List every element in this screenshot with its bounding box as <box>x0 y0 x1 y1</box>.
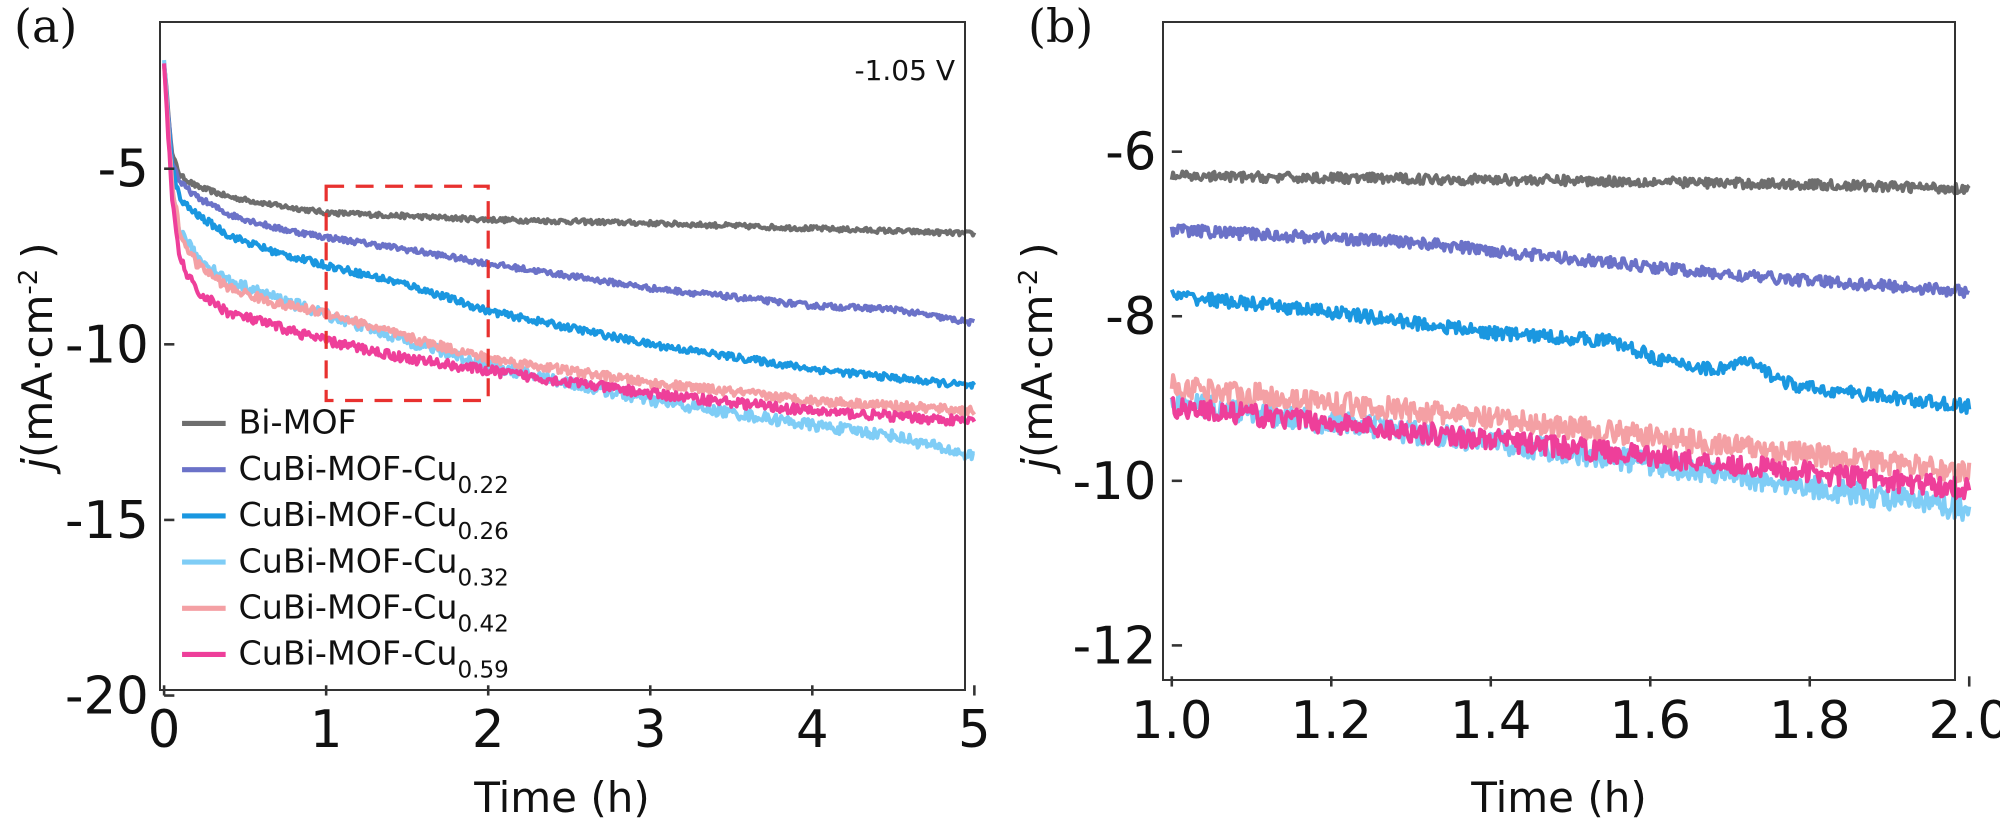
panel-a-frame <box>159 21 966 691</box>
panel-a-ticks: 0 1 2 3 4 5 -5 -10 -15 -20 <box>65 140 991 760</box>
legend-entry: CuBi-MOF-Cu0.26 <box>238 495 508 545</box>
panel-b-label: (b) <box>1028 0 1093 53</box>
panel-a-series-group <box>162 59 977 462</box>
zoom-region-box <box>324 184 490 403</box>
x-tick-label: 2 <box>472 700 505 760</box>
panel-b-x-axis-title: Time (h) <box>1470 773 1647 822</box>
panel-b-y-axis-title: j(mA·cm-2) <box>1013 242 1062 474</box>
panel-b: (b) 1.0 1.2 1.4 1.6 1.8 2.0 -6 -8 -10 -12 Time (h… <box>1013 0 2000 822</box>
x-tick-label: 0 <box>148 700 181 760</box>
x-tick-label: 1.2 <box>1291 691 1373 751</box>
legend-entry: CuBi-MOF-Cu0.59 <box>238 634 508 684</box>
potential-annotation: -1.05 V <box>854 54 955 87</box>
legend-entry: CuBi-MOF-Cu0.32 <box>238 541 508 591</box>
series-line-1 <box>162 64 976 327</box>
series-line-5 <box>162 63 977 427</box>
x-tick-label: 4 <box>796 700 829 760</box>
y-tick-label: -8 <box>1105 287 1156 347</box>
y-tick-label: -6 <box>1105 123 1156 183</box>
x-tick-label: 3 <box>634 700 667 760</box>
x-tick-label: 1.4 <box>1450 691 1532 751</box>
series-line-2 <box>1169 288 1972 415</box>
y-tick-label: -10 <box>65 315 149 375</box>
y-tick-label: -20 <box>65 666 149 726</box>
series-line-4 <box>162 65 977 417</box>
panel-a-y-axis-title: j(mA·cm-2) <box>13 242 62 474</box>
series-line-2 <box>162 63 977 390</box>
y-tick-label: -10 <box>1073 452 1157 512</box>
panel-b-frame <box>1162 21 1956 681</box>
series-line-0 <box>162 65 977 238</box>
x-tick-label: 1.8 <box>1769 691 1851 751</box>
series-line-5 <box>1170 396 1972 501</box>
legend-entry: Bi-MOF <box>238 403 356 442</box>
series-line-0 <box>1169 169 1971 196</box>
series-line-3 <box>162 59 976 462</box>
y-tick-label: -15 <box>65 491 149 551</box>
panel-a: (a) 0 1 2 3 4 5 -5 -10 -15 -20 -1.05 V Time (h) j… <box>13 0 991 822</box>
x-tick-label: 1.6 <box>1609 691 1691 751</box>
panel-b-series-group <box>1169 169 1972 522</box>
series-line-1 <box>1169 223 1971 299</box>
x-tick-label: 1.0 <box>1131 691 1213 751</box>
panel-b-ticks: 1.0 1.2 1.4 1.6 1.8 2.0 -6 -8 -10 -12 <box>1073 123 2000 751</box>
x-tick-label: 5 <box>958 700 991 760</box>
x-tick-label: 2.0 <box>1928 691 2000 751</box>
panel-a-legend: Bi-MOFCuBi-MOF-Cu0.22CuBi-MOF-Cu0.26CuBi… <box>182 403 509 684</box>
series-line-4 <box>1169 373 1972 484</box>
panel-a-x-axis-title: Time (h) <box>473 773 650 822</box>
y-tick-label: -12 <box>1073 616 1157 676</box>
y-tick-label: -5 <box>98 140 149 200</box>
legend-entry: CuBi-MOF-Cu0.22 <box>238 449 508 499</box>
legend-entry: CuBi-MOF-Cu0.42 <box>238 588 508 638</box>
x-tick-label: 1 <box>310 700 343 760</box>
panel-a-label: (a) <box>14 0 77 53</box>
